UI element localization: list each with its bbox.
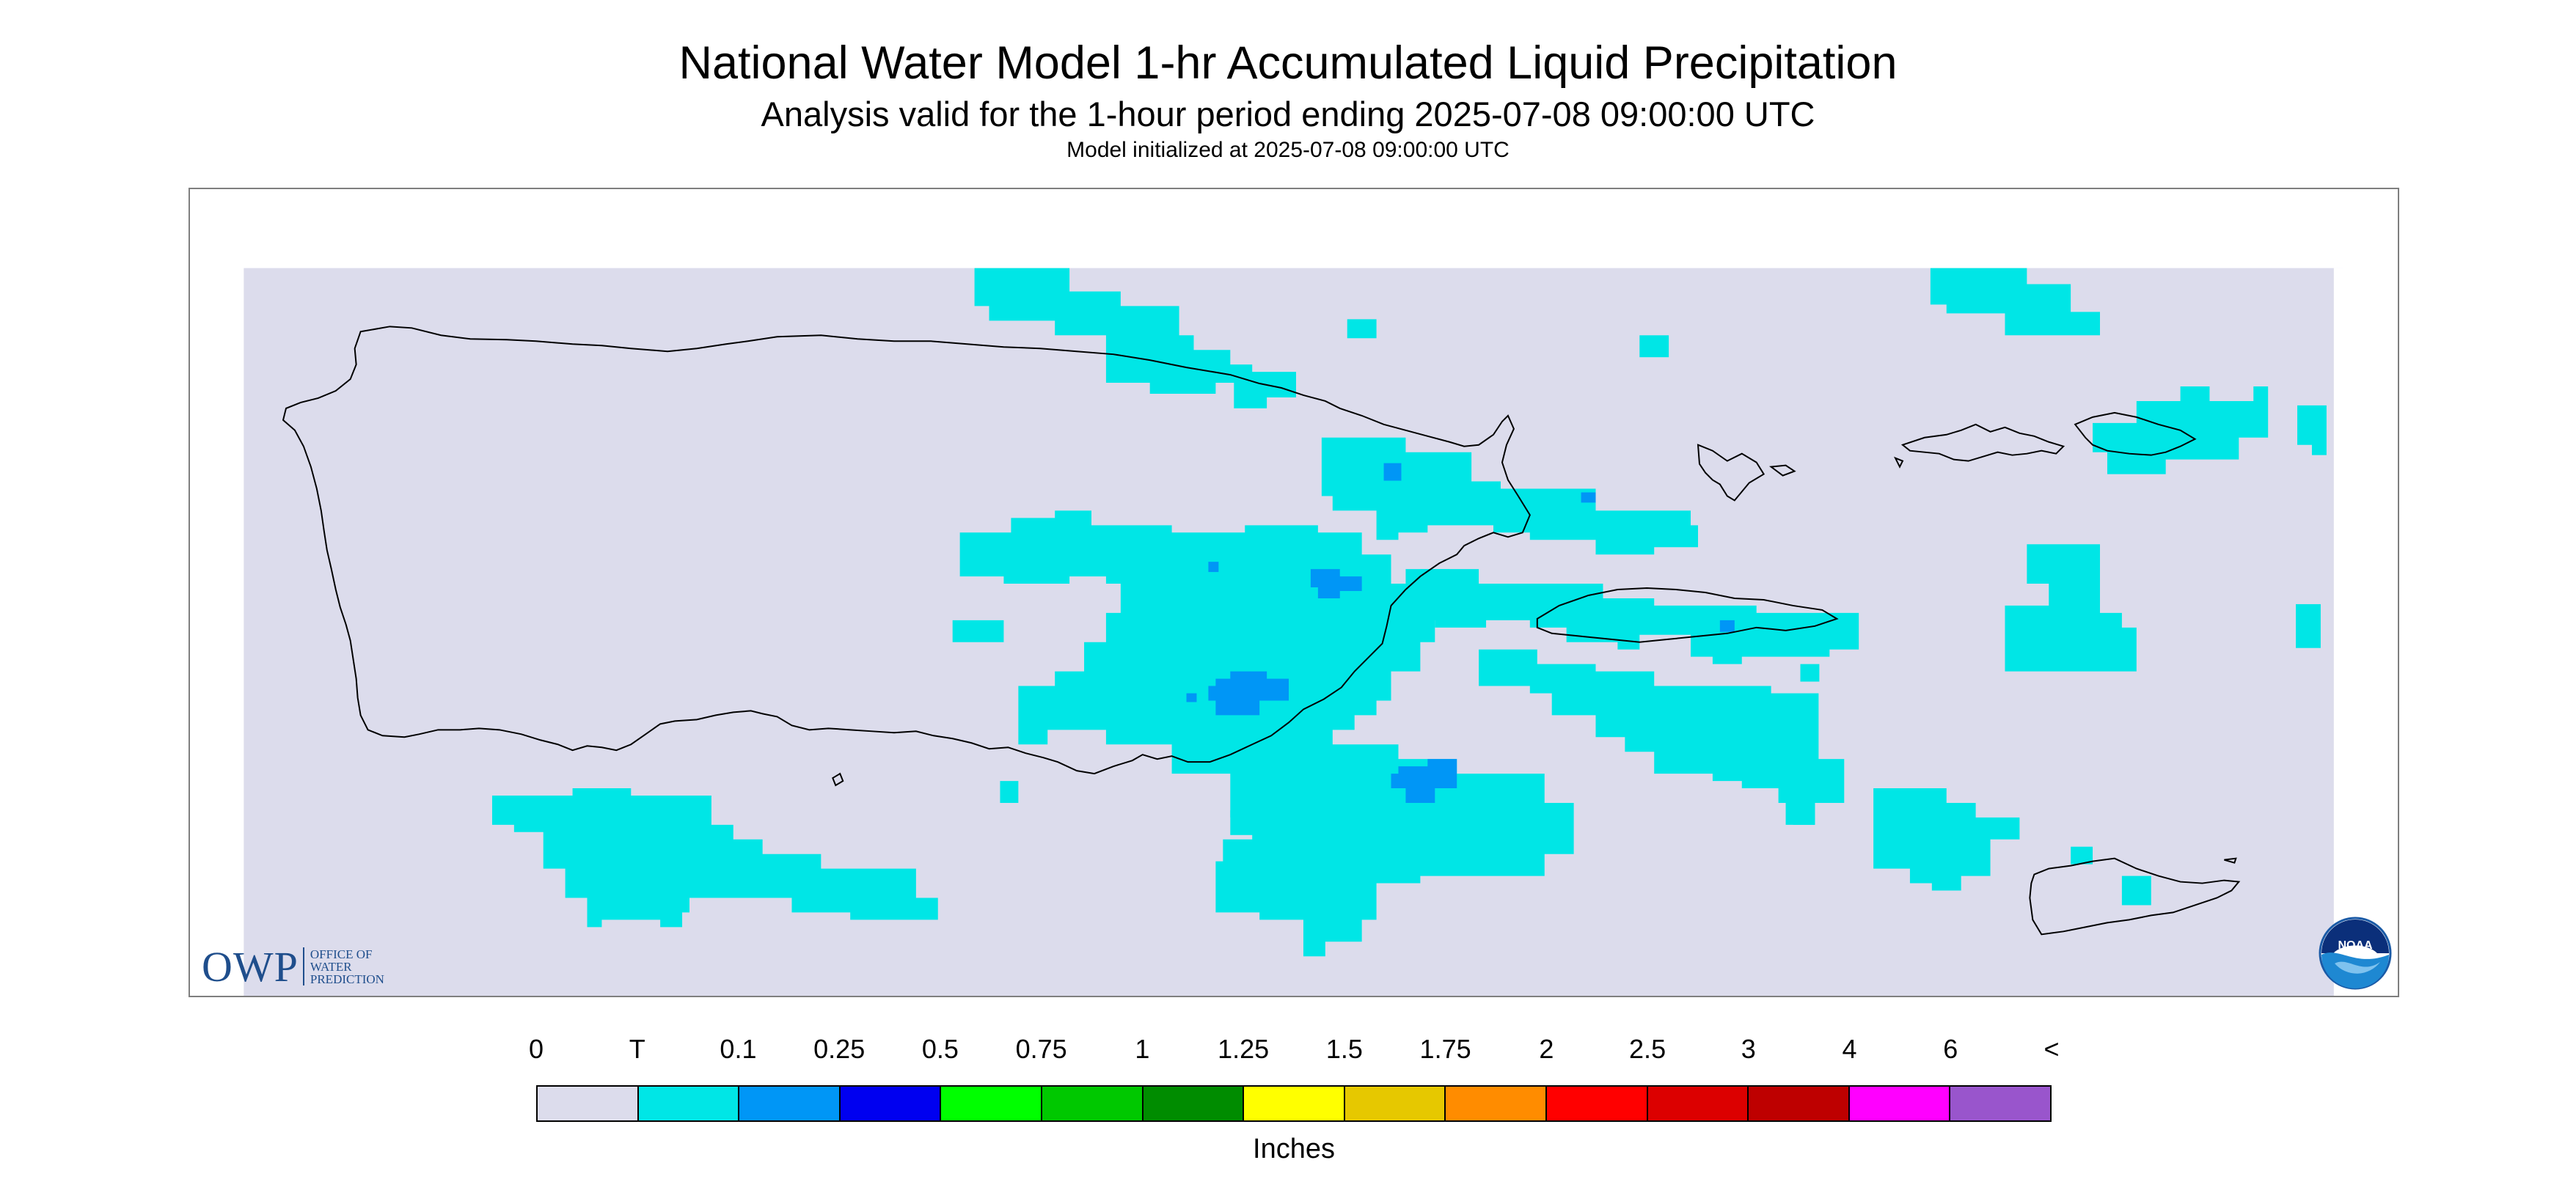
colorbar-tick-label: 2.5 bbox=[1629, 1034, 1666, 1064]
colorbar-swatch bbox=[1244, 1087, 1345, 1120]
colorbar-tick-label: 1.75 bbox=[1419, 1034, 1471, 1064]
colorbar-swatch bbox=[1647, 1087, 1749, 1120]
model-init-text: Model initialized at 2025-07-08 09:00:00… bbox=[1066, 138, 1510, 162]
colorbar-swatch bbox=[1950, 1087, 2050, 1120]
colorbar-swatch bbox=[1749, 1087, 1850, 1120]
precip-tenth-areas bbox=[1186, 463, 1735, 803]
colorbar-swatch bbox=[840, 1087, 942, 1120]
colorbar-tick-label: 2 bbox=[1539, 1034, 1554, 1064]
colorbar-tick-label: 1.5 bbox=[1325, 1034, 1363, 1064]
colorbar-tick-label: 0.5 bbox=[921, 1034, 959, 1064]
map-title: National Water Model 1-hr Accumulated Li… bbox=[678, 37, 1898, 89]
owp-logo-mark: OWP bbox=[202, 942, 299, 991]
owp-logo: OWP OFFICE OF WATER PREDICTION bbox=[202, 942, 384, 991]
coastline bbox=[282, 326, 2241, 936]
map-subtitle: Analysis valid for the 1-hour period end… bbox=[761, 95, 1815, 133]
colorbar-tick-label: 0.25 bbox=[813, 1034, 866, 1064]
colorbar-swatch bbox=[739, 1087, 841, 1120]
noaa-logo: NOAA bbox=[2319, 917, 2392, 990]
owp-logo-divider bbox=[302, 947, 304, 985]
colorbar-tick-label: 0.1 bbox=[720, 1034, 757, 1064]
colorbar bbox=[536, 1085, 2052, 1122]
colorbar-swatch bbox=[1344, 1087, 1446, 1120]
colorbar-swatch bbox=[1143, 1087, 1245, 1120]
colorbar-tick-label: 1.25 bbox=[1218, 1034, 1270, 1064]
colorbar-tick-label: 0 bbox=[528, 1034, 544, 1064]
precip-map bbox=[192, 189, 2396, 996]
colorbar-tick-label: 3 bbox=[1741, 1034, 1756, 1064]
colorbar-tick-label: T bbox=[629, 1034, 645, 1064]
colorbar-swatch bbox=[941, 1087, 1042, 1120]
precip-trace-areas bbox=[491, 268, 2327, 957]
colorbar-tick-label: 1 bbox=[1135, 1034, 1150, 1064]
colorbar-swatch bbox=[1546, 1087, 1648, 1120]
map-panel: OWP OFFICE OF WATER PREDICTION NOAA bbox=[189, 188, 2399, 997]
colorbar-tick-label: 0.75 bbox=[1015, 1034, 1067, 1064]
colorbar-swatch bbox=[638, 1087, 740, 1120]
colorbar-units: Inches bbox=[1253, 1134, 1335, 1164]
colorbar-tick-label: < bbox=[2043, 1034, 2060, 1064]
colorbar-swatch bbox=[1042, 1087, 1144, 1120]
svg-text:NOAA: NOAA bbox=[2338, 939, 2373, 952]
colorbar-tick-label: 6 bbox=[1943, 1034, 1958, 1064]
colorbar-swatch bbox=[1446, 1087, 1547, 1120]
colorbar-swatch bbox=[1849, 1087, 1951, 1120]
colorbar-swatch bbox=[538, 1087, 639, 1120]
colorbar-legend: 0 T 0.1 0.25 0.5 0.75 1 1.25 1.5 1.75 2 2.5 3 4 6 < Inc… bbox=[529, 1034, 2060, 1181]
colorbar-tick-label: 4 bbox=[1842, 1034, 1857, 1064]
owp-logo-text: OFFICE OF WATER PREDICTION bbox=[310, 947, 384, 986]
